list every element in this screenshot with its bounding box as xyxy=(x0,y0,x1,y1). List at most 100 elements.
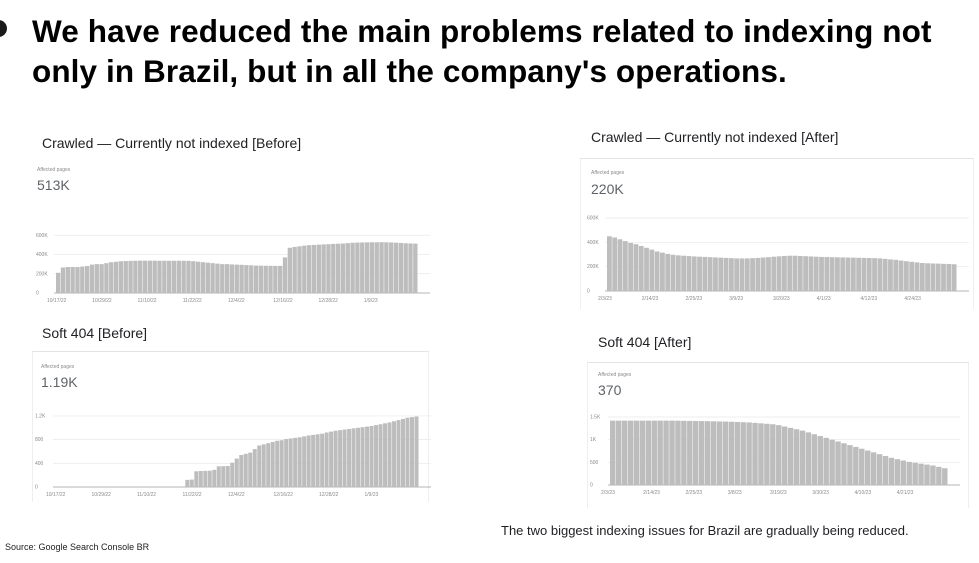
y-tick-label: 200K xyxy=(587,264,599,270)
bar xyxy=(607,236,612,291)
bar xyxy=(315,434,320,487)
bar xyxy=(633,244,639,291)
bar xyxy=(758,423,764,485)
bar xyxy=(670,254,676,291)
bar xyxy=(752,422,758,485)
bar xyxy=(766,257,771,291)
bar xyxy=(723,257,729,291)
bar xyxy=(675,255,681,291)
bar xyxy=(282,257,288,293)
bar xyxy=(770,424,776,485)
bar xyxy=(628,242,634,291)
bar xyxy=(257,445,262,487)
bar xyxy=(194,471,199,487)
x-tick-label: 1/9/23 xyxy=(364,298,378,304)
bar xyxy=(191,261,196,293)
bar xyxy=(898,260,904,291)
bar xyxy=(776,256,782,291)
bar xyxy=(198,471,203,487)
affected-pages-label: Affected pages xyxy=(41,364,75,370)
bar xyxy=(207,470,212,487)
bar xyxy=(627,420,634,485)
bar xyxy=(610,420,616,485)
x-tick-label: 1/9/23 xyxy=(365,492,379,498)
bar xyxy=(185,479,190,487)
x-tick-label: 10/29/22 xyxy=(92,298,112,304)
bar xyxy=(162,260,167,293)
bar xyxy=(147,260,153,293)
bar xyxy=(243,453,248,487)
bar xyxy=(350,242,355,293)
bar xyxy=(776,425,782,485)
y-tick-label: 400K xyxy=(36,252,48,258)
x-tick-label: 4/1/23 xyxy=(817,296,831,302)
bar xyxy=(817,436,823,485)
y-tick-label: 1.5K xyxy=(590,415,601,421)
bar xyxy=(355,242,360,293)
bar xyxy=(850,257,856,291)
bar xyxy=(764,423,770,485)
bar xyxy=(287,247,293,293)
bar xyxy=(900,460,906,485)
x-tick-label: 11/10/22 xyxy=(137,492,156,498)
bar xyxy=(365,426,370,487)
x-tick-label: 2/25/23 xyxy=(686,296,703,302)
bar xyxy=(203,470,208,487)
bar xyxy=(306,435,311,487)
bar xyxy=(176,260,181,293)
bar xyxy=(70,267,75,293)
bar xyxy=(234,264,239,293)
bar xyxy=(189,479,194,487)
x-tick-label: 12/28/22 xyxy=(319,298,339,304)
bar xyxy=(746,422,752,485)
affected-pages-value: 1.19K xyxy=(41,374,78,390)
bar xyxy=(654,251,660,291)
bar xyxy=(864,450,871,485)
bar xyxy=(75,267,80,293)
bar xyxy=(113,261,119,293)
bar xyxy=(84,266,90,293)
bar xyxy=(935,263,941,292)
bar xyxy=(615,420,622,485)
bar xyxy=(258,265,264,293)
bar xyxy=(859,448,865,485)
bar xyxy=(292,246,297,293)
bar xyxy=(663,420,669,485)
bar xyxy=(374,242,379,293)
bar xyxy=(829,257,835,291)
x-tick-label: 11/22/22 xyxy=(183,492,202,498)
bar xyxy=(877,258,883,291)
bar xyxy=(293,437,298,487)
bar xyxy=(894,459,901,485)
bar xyxy=(369,242,375,293)
bar xyxy=(621,420,628,485)
bar xyxy=(781,426,788,485)
y-tick-label: 400K xyxy=(587,240,599,246)
bar xyxy=(841,443,847,485)
bar xyxy=(229,264,235,293)
bar xyxy=(924,464,930,485)
bar xyxy=(297,437,302,487)
y-tick-label: 600K xyxy=(36,233,48,239)
bar xyxy=(835,257,840,291)
bar xyxy=(811,434,818,485)
bar xyxy=(279,440,284,487)
chart-soft404-after: 0 500 1K 1.5K 2/3/23 2/14/23 2/25/23 3/8/23 3/19… xyxy=(590,415,960,496)
chart-title-soft404-before: Soft 404 [Before] xyxy=(42,325,148,341)
bar xyxy=(750,258,755,291)
bar xyxy=(118,261,124,293)
bar xyxy=(215,263,220,293)
bar xyxy=(405,417,410,487)
bar xyxy=(133,260,138,293)
chart-soft404-before: 0 400 800 1.2K 10/17/22 10/29/22 11/10/22 11/22… xyxy=(35,413,431,498)
bar xyxy=(847,445,853,485)
bar xyxy=(734,421,740,485)
x-tick-label: 2/3/23 xyxy=(598,296,612,302)
bar xyxy=(333,430,338,487)
bar xyxy=(946,263,952,291)
bar xyxy=(861,257,867,291)
bar xyxy=(171,260,177,293)
x-tick-label: 10/17/22 xyxy=(47,298,67,304)
bar xyxy=(728,421,735,485)
bar xyxy=(356,427,361,487)
